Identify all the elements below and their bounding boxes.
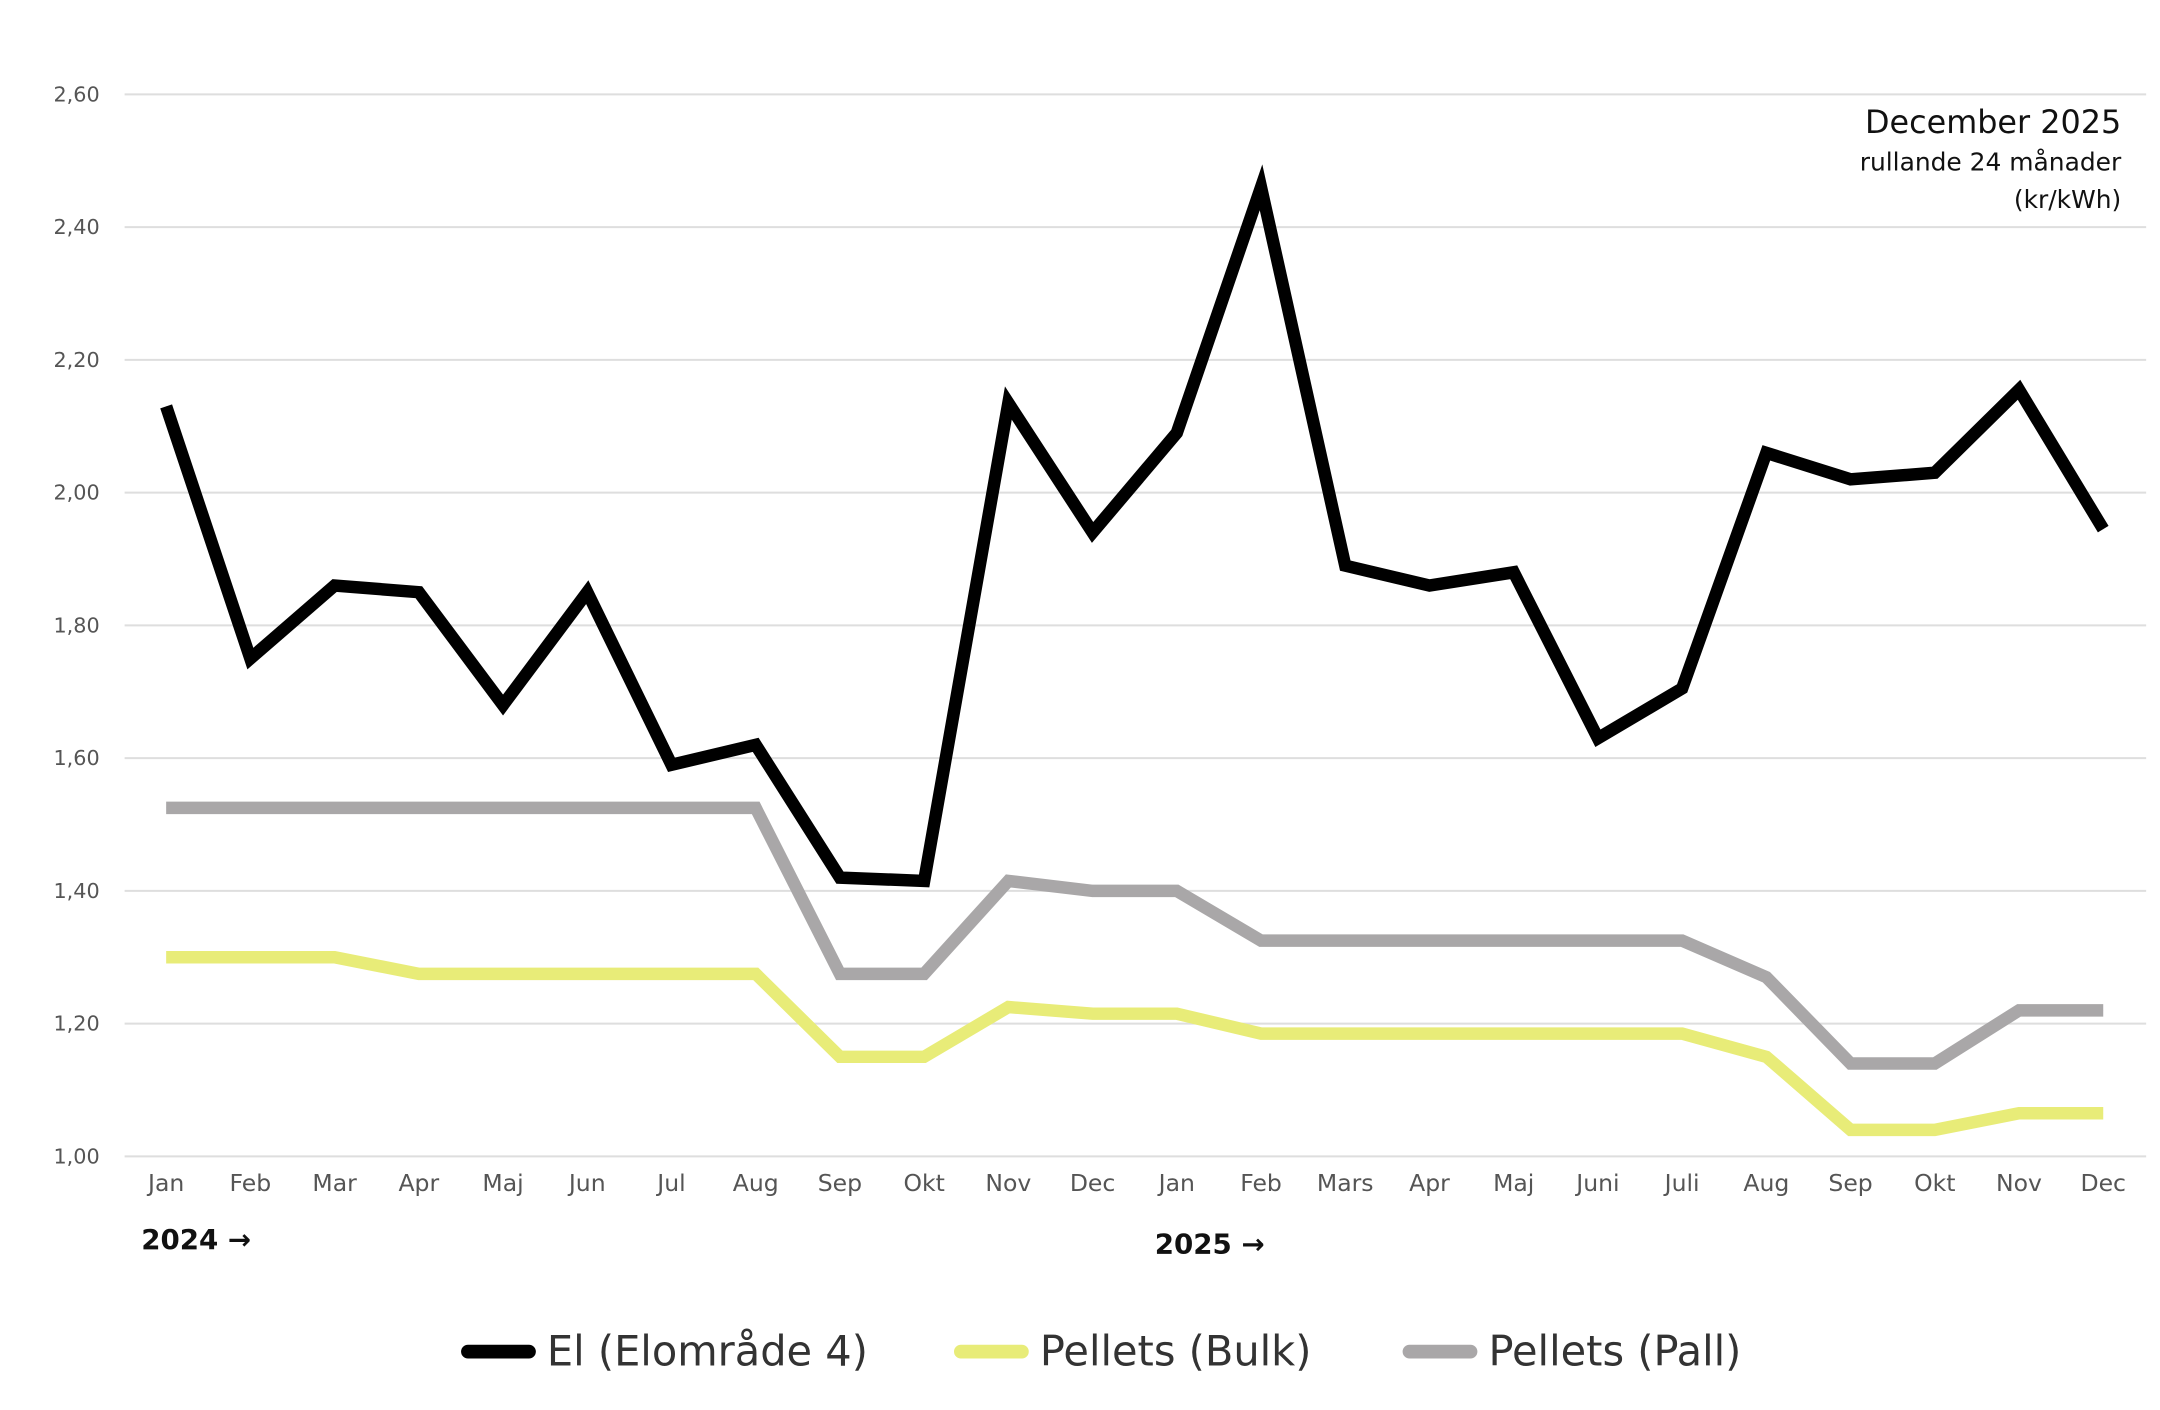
legend: El (Elområde 4) Pellets (Bulk) Pellets (Pa… (461, 1326, 1741, 1375)
x-tick-label: Nov (1996, 1169, 2042, 1197)
x-tick-label: Mars (1317, 1169, 1374, 1197)
x-tick-label: Apr (1409, 1169, 1450, 1197)
x-tick-label: Mar (312, 1169, 357, 1197)
year-label-2024: 2024 → (141, 1223, 251, 1256)
y-tick-label: 1,40 (53, 879, 99, 903)
y-tick-label: 2,40 (53, 215, 99, 239)
x-axis: Jan Feb Mar Apr Maj Jun Jul Aug Sep Okt Nov Dec Jan F… (146, 1169, 2126, 1197)
x-tick-label: Maj (482, 1169, 523, 1197)
y-axis: 1,00 1,20 1,40 1,60 1,80 2,00 2,20 2,40 2,60 (53, 82, 99, 1168)
x-tick-label: Sep (818, 1169, 862, 1197)
year-label-2025: 2025 → (1155, 1227, 1265, 1260)
y-tick-label: 2,60 (53, 82, 99, 106)
series-line-0 (160, 164, 2109, 888)
y-tick-label: 1,60 (53, 746, 99, 770)
legend-label: Pellets (Bulk) (1040, 1326, 1312, 1375)
x-tick-label: Juli (1663, 1169, 1700, 1197)
series-lines (160, 164, 2109, 1137)
x-tick-label: Jan (1157, 1169, 1195, 1197)
x-tick-label: Jul (655, 1169, 685, 1197)
legend-label: El (Elområde 4) (547, 1326, 868, 1375)
series-line-2 (166, 801, 2104, 1070)
x-tick-label: Okt (1914, 1169, 1955, 1197)
y-tick-label: 1,00 (53, 1144, 99, 1168)
chart-unit: (kr/kWh) (2014, 185, 2121, 214)
x-tick-label: Aug (1743, 1169, 1789, 1197)
y-tick-label: 1,80 (53, 613, 99, 637)
chart-subtitle: rullande 24 månader (1860, 148, 2122, 177)
x-tick-label: Apr (398, 1169, 439, 1197)
x-tick-label: Jan (146, 1169, 184, 1197)
x-tick-label: Maj (1493, 1169, 1534, 1197)
x-tick-label: Dec (1070, 1169, 1116, 1197)
x-tick-label: Dec (2080, 1169, 2126, 1197)
x-tick-label: Aug (733, 1169, 779, 1197)
legend-label: Pellets (Pall) (1488, 1326, 1741, 1375)
series-line-1 (166, 951, 2104, 1137)
y-tick-label: 2,00 (53, 481, 99, 505)
y-tick-label: 2,20 (53, 348, 99, 372)
x-tick-label: Sep (1828, 1169, 1872, 1197)
x-tick-label: Okt (903, 1169, 944, 1197)
x-tick-label: Nov (985, 1169, 1031, 1197)
x-tick-label: Juni (1574, 1169, 1619, 1197)
chart-title: December 2025 (1865, 103, 2121, 141)
gridlines (124, 93, 2147, 1158)
x-tick-label: Feb (230, 1169, 272, 1197)
y-tick-label: 1,20 (53, 1012, 99, 1036)
x-tick-label: Jun (567, 1169, 606, 1197)
x-tick-label: Feb (1240, 1169, 1282, 1197)
